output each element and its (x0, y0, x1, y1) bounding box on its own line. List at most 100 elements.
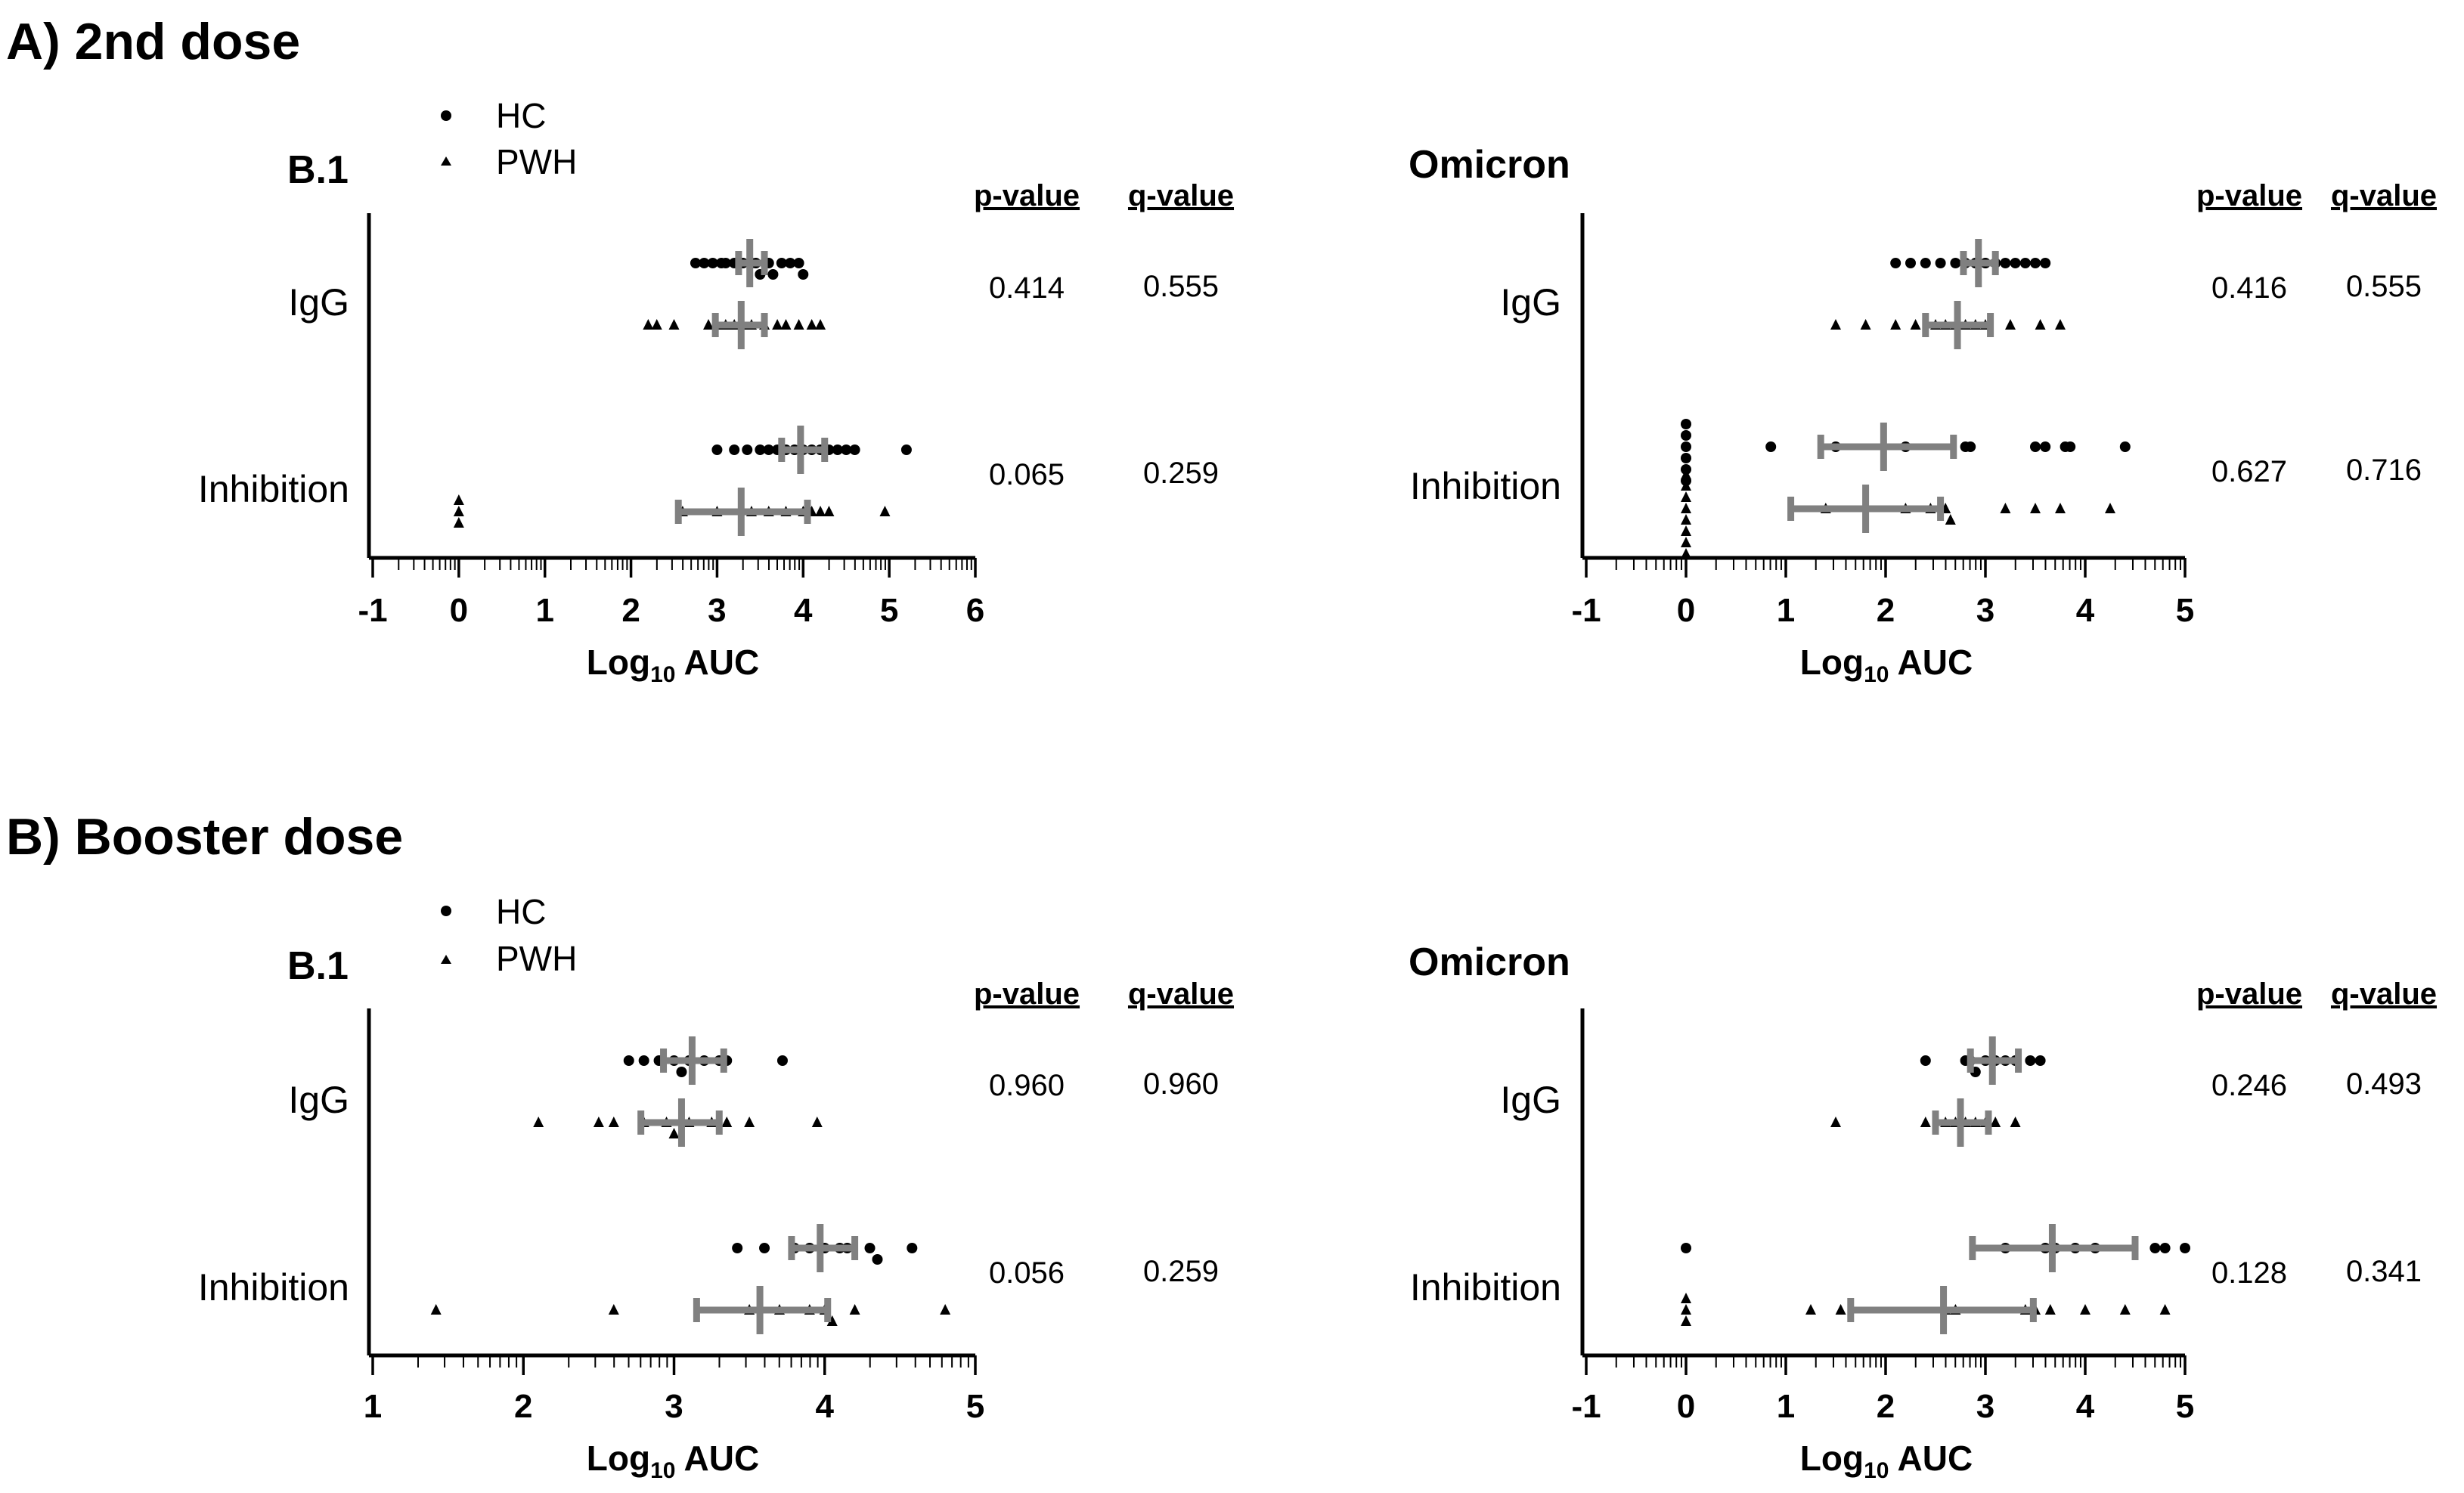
x-tick-label: 3 (708, 592, 726, 629)
hc-data-point (1890, 258, 1901, 268)
q-value-header: q-value (2331, 977, 2437, 1011)
pwh-data-point (2030, 503, 2041, 513)
pwh-data-point (1830, 319, 1841, 330)
pwh-data-point (1681, 1315, 1691, 1326)
pwh-data-point (940, 1304, 951, 1315)
x-axis-label-subscript: 10 (650, 1458, 675, 1483)
pwh-data-point (793, 319, 804, 330)
x-axis-label-main: Log (587, 1439, 650, 1478)
pwh-data-point (1681, 1293, 1691, 1303)
hc-data-point (755, 444, 766, 455)
pwh-data-point (1860, 319, 1871, 330)
x-tick-label: 5 (880, 592, 898, 629)
pwh-data-point (2105, 503, 2115, 513)
x-tick-label: 4 (794, 592, 813, 629)
q-value: 0.716 (2346, 454, 2422, 487)
category-label: Inhibition (1410, 465, 1561, 507)
pwh-data-point (533, 1117, 544, 1127)
pwh-data-point (811, 1117, 823, 1127)
hc-data-point (2149, 1243, 2161, 1253)
q-value: 0.259 (1143, 1255, 1219, 1288)
pwh-data-point (2005, 319, 2016, 330)
pwh-data-point (744, 1117, 755, 1127)
hc-data-point (2065, 441, 2076, 452)
p-value-header: p-value (974, 179, 1080, 212)
x-axis-label-subscript: 10 (1864, 1458, 1889, 1483)
pwh-data-point (1681, 480, 1691, 491)
hc-data-point (2019, 258, 2031, 268)
category-label: Inhibition (1410, 1266, 1561, 1309)
p-value: 0.414 (989, 271, 1065, 305)
legend-pwh-marker (441, 156, 451, 166)
hc-data-point (711, 444, 723, 455)
x-tick-label: 3 (665, 1388, 683, 1425)
hc-data-point (900, 444, 912, 455)
legend-hc-label: HC (496, 892, 546, 931)
x-tick-label: -1 (1571, 592, 1601, 629)
hc-data-point (872, 1254, 883, 1265)
q-value: 0.259 (1143, 457, 1219, 490)
hc-data-point (2030, 258, 2041, 268)
pwh-data-point (1920, 1117, 1931, 1127)
hc-data-point (2040, 258, 2051, 268)
legend-pwh-label: PWH (496, 939, 577, 978)
pwh-data-point (453, 517, 464, 528)
x-tick-label: 3 (1976, 1388, 1994, 1425)
x-axis-label-main: Log (1800, 643, 1864, 682)
x-tick-label: 5 (2176, 592, 2194, 629)
pwh-data-point (1681, 491, 1691, 502)
pwh-data-point (1990, 1117, 2001, 1127)
pwh-data-point (1681, 514, 1691, 525)
pwh-data-point (608, 1304, 619, 1315)
pwh-data-point (823, 506, 835, 516)
legend-a: HC PWH (441, 96, 577, 181)
hc-data-point (638, 1055, 649, 1066)
pwh-data-point (1910, 319, 1921, 330)
x-axis-label: Log10 AUC (587, 1439, 759, 1483)
x-tick-label: 0 (1677, 1388, 1695, 1425)
hc-data-point (2000, 258, 2011, 268)
x-axis-label-subscript: 10 (1864, 662, 1889, 687)
p-value-header: p-value (2196, 977, 2302, 1011)
hc-data-point (907, 1243, 918, 1253)
pwh-data-point (772, 319, 783, 330)
x-tick-label: 6 (966, 592, 984, 629)
pwh-data-point (1681, 1304, 1691, 1315)
category-label: IgG (288, 281, 349, 324)
pwh-data-point (2000, 503, 2011, 513)
x-tick-label: 4 (816, 1388, 835, 1425)
pwh-data-point (826, 1315, 838, 1326)
pwh-data-point (2010, 1117, 2021, 1127)
x-axis-label-rest: AUC (675, 1439, 759, 1478)
x-axis-label: Log10 AUC (587, 643, 759, 687)
hc-data-point (864, 1243, 876, 1253)
pwh-data-point (1681, 503, 1691, 513)
pwh-data-point (643, 319, 654, 330)
p-value: 0.416 (2211, 271, 2287, 305)
q-value: 0.341 (2346, 1255, 2422, 1288)
hc-data-point (785, 258, 796, 268)
p-value: 0.128 (2211, 1256, 2287, 1290)
x-axis-label-rest: AUC (675, 643, 759, 682)
pwh-data-point (703, 319, 714, 330)
pwh-data-point (608, 1117, 619, 1127)
x-tick-label: 1 (535, 592, 553, 629)
hc-data-point (732, 1243, 743, 1253)
chart-a-b1: B.1 p-value q-value -1 0 1 2 3 4 5 6 Log10 AUC IgG 0.… (198, 148, 1234, 687)
hc-data-point (1681, 419, 1691, 429)
chart-title: B.1 (287, 944, 349, 988)
x-axis-label: Log10 AUC (1800, 643, 1973, 687)
category-label: IgG (288, 1079, 349, 1121)
category-label: IgG (1500, 1079, 1561, 1121)
hc-data-point (849, 444, 860, 455)
hc-data-point (729, 444, 740, 455)
legend-b: HC PWH (441, 892, 577, 978)
chart-b-b1: B.1 p-value q-value 1 2 3 4 5 Log10 AUC IgG 0.960 0… (198, 944, 1234, 1483)
pwh-data-point (1805, 1304, 1816, 1315)
hc-data-point (793, 258, 804, 268)
hc-data-point (2119, 441, 2131, 452)
p-value: 0.627 (2211, 455, 2287, 488)
q-value: 0.960 (1143, 1067, 1219, 1101)
pwh-data-point (1890, 319, 1901, 330)
pwh-data-point (2044, 1304, 2056, 1315)
